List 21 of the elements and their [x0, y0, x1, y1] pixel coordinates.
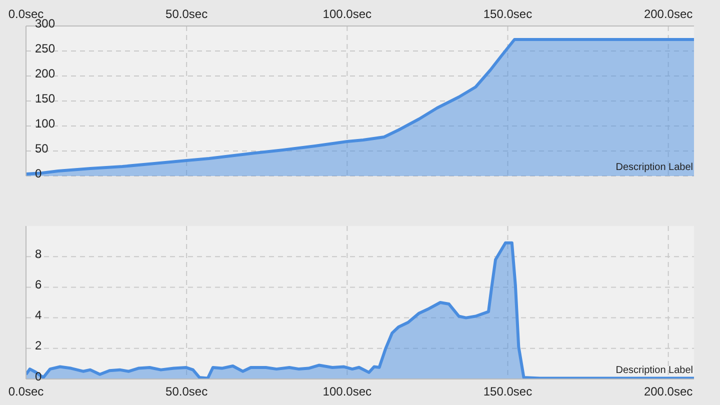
x-tick-label: 150.0sec — [483, 7, 532, 21]
x-tick-label: 200.0sec — [644, 384, 693, 399]
annotation: Description Label — [616, 365, 693, 376]
y-tick-label: 2 — [35, 338, 42, 353]
x-tick-label: 50.0sec — [166, 7, 208, 21]
y-tick-label: 4 — [35, 308, 42, 322]
x-tick-label: 150.0sec — [483, 384, 532, 399]
y-tick-label: 50 — [35, 141, 49, 156]
x-tick-label: 50.0sec — [166, 384, 208, 399]
y-tick-label: 0 — [35, 369, 42, 384]
annotation: Description Label — [616, 162, 693, 173]
y-tick-label: 200 — [35, 66, 56, 80]
x-tick-label: 100.0sec — [322, 7, 372, 21]
x-tick-label: 0.0sec — [8, 384, 44, 399]
y-tick-label: 8 — [35, 246, 42, 261]
y-tick-label: 150 — [35, 91, 56, 106]
y-tick-label: 250 — [35, 41, 56, 56]
x-tick-label: 100.0sec — [322, 384, 372, 399]
y-tick-label: 100 — [35, 116, 56, 130]
y-tick-label: 6 — [35, 277, 42, 292]
x-tick-label: 200.0sec — [644, 7, 693, 21]
